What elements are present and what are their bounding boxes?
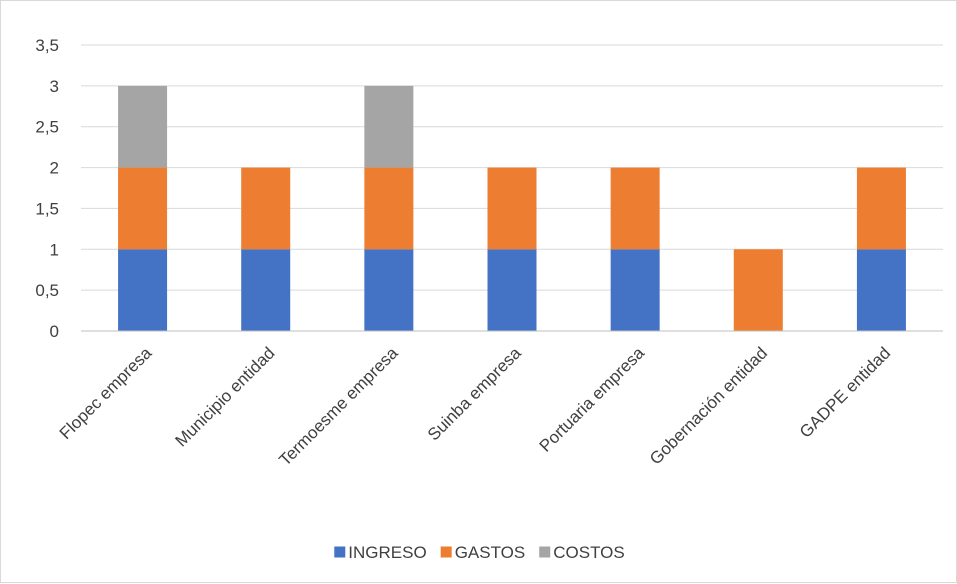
- x-tick-labels: Flopec empresa Municipio entidadTermoesme…: [56, 343, 894, 470]
- bar-ingreso-5: [610, 249, 660, 331]
- legend-swatch-costos: [539, 546, 551, 558]
- legend-label-costos: COSTOS: [553, 543, 624, 562]
- bar-ingreso-7: [856, 249, 906, 331]
- legend-swatch-gastos: [440, 546, 452, 558]
- x-tick-label: Suinba empresa: [424, 343, 525, 444]
- bar-gastos-7: [856, 167, 906, 250]
- bar-gastos-1: [118, 167, 168, 250]
- bar-gastos-5: [610, 167, 660, 250]
- x-tick-label: Gobernación entidad: [646, 343, 771, 468]
- bar-gastos-4: [487, 167, 537, 250]
- y-tick-labels: 0 0,5 1 1,5 2 2,5 3 3,5: [35, 36, 59, 341]
- legend-swatch-ingreso: [334, 546, 346, 558]
- y-tick-label: 2,5: [35, 118, 59, 137]
- bar-gastos-6: [733, 249, 783, 331]
- bar-ingreso-1: [118, 249, 168, 331]
- legend-label-gastos: GASTOS: [455, 543, 526, 562]
- y-tick-label: 1: [50, 240, 59, 259]
- x-tick-label: GADPE entidad: [796, 343, 894, 441]
- bars: [118, 85, 906, 331]
- y-tick-label: 2: [50, 159, 59, 178]
- bar-gastos-3: [364, 167, 414, 250]
- legend: INGRESO GASTOS COSTOS: [334, 543, 625, 562]
- y-tick-label: 1,5: [35, 199, 59, 218]
- y-tick-label: 3: [50, 77, 59, 96]
- x-tick-label: Municipio entidad: [172, 343, 279, 450]
- bar-costos-3: [364, 85, 414, 168]
- bar-ingreso-2: [241, 249, 291, 331]
- y-tick-label: 3,5: [35, 36, 59, 55]
- bar-ingreso-4: [487, 249, 537, 331]
- legend-label-ingreso: INGRESO: [348, 543, 426, 562]
- bar-costos-1: [118, 85, 168, 168]
- x-tick-label: Portuaria empresa: [536, 343, 649, 456]
- x-tick-label: Flopec empresa: [56, 343, 156, 443]
- y-tick-label: 0,5: [35, 281, 59, 300]
- y-tick-label: 0: [50, 322, 59, 341]
- x-tick-label: Termoesme empresa: [275, 343, 402, 470]
- bar-gastos-2: [241, 167, 291, 250]
- bar-ingreso-3: [364, 249, 414, 331]
